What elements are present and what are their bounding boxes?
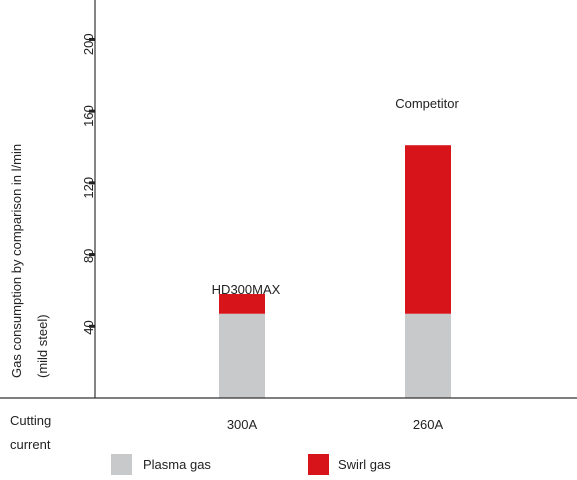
bar-titles-layer: HD300MAX Competitor bbox=[212, 96, 460, 297]
y-axis-subtitle: (mild steel) bbox=[35, 314, 50, 378]
bar-300a-swirl-gas bbox=[219, 294, 265, 314]
x-axis-title-line1: Cutting bbox=[10, 413, 52, 428]
bar-260a-plasma-gas bbox=[405, 313, 451, 398]
x-tick-label-300a: 300A bbox=[227, 417, 258, 432]
y-tick-label-40: 40 bbox=[81, 320, 96, 334]
x-axis-title-line2: current bbox=[10, 437, 51, 452]
x-tick-label-260a: 260A bbox=[413, 417, 444, 432]
bar-title-competitor: Competitor bbox=[395, 96, 459, 111]
bars-layer bbox=[219, 145, 451, 398]
bar-260a-swirl-gas bbox=[405, 145, 451, 314]
legend-label-plasma-gas: Plasma gas bbox=[143, 457, 211, 472]
y-tick-label-120: 120 bbox=[81, 177, 96, 199]
legend-swatch-plasma-gas bbox=[111, 454, 132, 475]
y-tick-label-160: 160 bbox=[81, 105, 96, 127]
legend-label-swirl-gas: Swirl gas bbox=[338, 457, 391, 472]
legend-swatch-swirl-gas bbox=[308, 454, 329, 475]
y-ticks-layer: 40 80 120 160 200 bbox=[81, 33, 96, 334]
bar-title-hd300max: HD300MAX bbox=[212, 282, 281, 297]
y-axis-title: Gas consumption by comparison in l/min bbox=[9, 144, 24, 378]
bar-300a-plasma-gas bbox=[219, 313, 265, 398]
y-tick-label-80: 80 bbox=[81, 249, 96, 263]
y-tick-label-200: 200 bbox=[81, 33, 96, 55]
category-labels-layer: 300A 260A bbox=[227, 417, 444, 432]
